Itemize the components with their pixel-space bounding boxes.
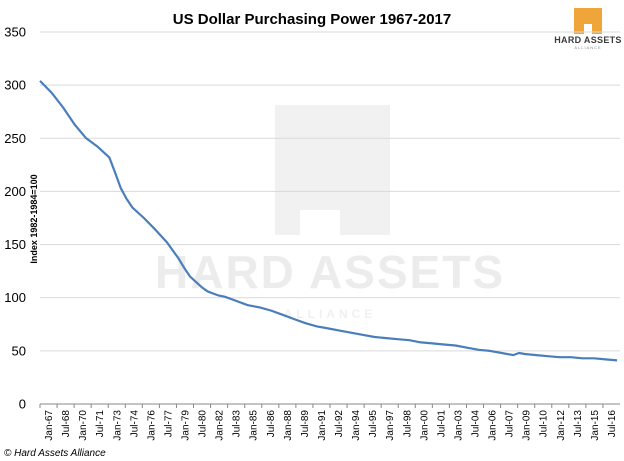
watermark-notch — [300, 210, 340, 240]
x-tick-label: Jan-09 — [522, 410, 533, 441]
x-tick-label: Jan-73 — [112, 410, 123, 441]
x-tick-label: Jul-13 — [573, 410, 584, 438]
gridlines — [40, 31, 620, 352]
x-tick-label: Jul-77 — [163, 410, 174, 438]
x-tick-label: Jul-10 — [539, 410, 550, 438]
x-tick-label: Jan-06 — [488, 410, 499, 441]
y-axis-label: Index 1982-1984=100 — [29, 174, 39, 263]
x-tick-label: Jul-71 — [95, 410, 106, 438]
logo: HARD ASSETS ALLIANCE — [554, 8, 621, 50]
x-tick-label: Jan-76 — [146, 410, 157, 441]
x-tick-label: Jul-68 — [61, 410, 72, 438]
x-tick-label: Jul-01 — [436, 410, 447, 438]
logo-subtext: ALLIANCE — [574, 45, 601, 50]
logo-mark-notch — [584, 24, 592, 34]
x-tick-label: Jan-03 — [453, 410, 464, 441]
x-tick-label: Jul-80 — [198, 410, 209, 438]
x-tick-label: Jul-74 — [129, 410, 140, 438]
x-tick-label: Jan-70 — [78, 410, 89, 441]
x-tick-label: Jan-97 — [385, 410, 396, 441]
y-tick-label: 250 — [4, 131, 26, 146]
y-tick-label: 200 — [4, 184, 26, 199]
y-tick-label: 0 — [19, 397, 26, 412]
x-tick-label: Jan-79 — [181, 410, 192, 441]
x-tick-label: Jan-88 — [283, 410, 294, 441]
x-tick-label: Jul-92 — [334, 410, 345, 438]
y-tick-label: 300 — [4, 78, 26, 93]
x-tick-label: Jul-83 — [232, 410, 243, 438]
x-tick-label: Jan-15 — [590, 410, 601, 441]
x-tick-label: Jan-67 — [44, 410, 55, 441]
x-tick-label: Jul-04 — [471, 410, 482, 438]
y-axis-ticks: 0 50 100 150 200 250 300 350 — [4, 25, 26, 412]
x-tick-label: Jan-94 — [351, 410, 362, 441]
y-tick-label: 50 — [12, 343, 26, 358]
y-tick-label: 100 — [4, 290, 26, 305]
x-tick-label: Jan-12 — [556, 410, 567, 441]
x-tick-label: Jan-91 — [317, 410, 328, 441]
logo-text: HARD ASSETS — [554, 35, 621, 45]
credit: © Hard Assets Alliance — [4, 448, 106, 459]
watermark-text: HARD ASSETS — [155, 246, 505, 298]
x-tick-label: Jul-89 — [300, 410, 311, 438]
x-axis-ticks: Jan-67 Jul-68 Jan-70 Jul-71 Jan-73 Jul-74 Jan-… — [39, 404, 618, 441]
x-tick-label: Jan-85 — [249, 410, 260, 441]
x-tick-label: Jan-82 — [215, 410, 226, 441]
x-tick-label: Jul-16 — [607, 410, 618, 438]
y-tick-label: 150 — [4, 237, 26, 252]
x-tick-label: Jan-00 — [419, 410, 430, 441]
y-tick-label: 350 — [4, 25, 26, 40]
watermark-subtext: ALLIANCE — [284, 307, 377, 321]
watermark: HARD ASSETS ALLIANCE — [155, 105, 505, 321]
x-tick-label: Jul-07 — [505, 410, 516, 438]
chart-title: US Dollar Purchasing Power 1967-2017 — [173, 11, 451, 28]
series-line — [39, 80, 618, 362]
x-tick-label: Jul-86 — [266, 410, 277, 438]
x-tick-label: Jul-98 — [402, 410, 413, 438]
x-tick-label: Jul-95 — [368, 410, 379, 438]
